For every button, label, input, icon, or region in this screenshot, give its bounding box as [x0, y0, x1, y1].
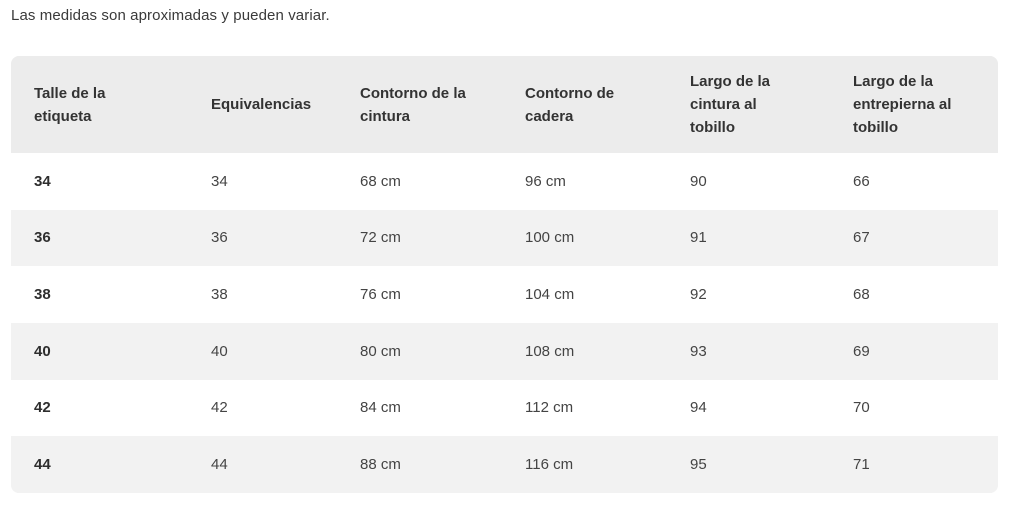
- cell-waist-to-ankle: 93: [690, 342, 707, 360]
- cell-hip: 96 cm: [525, 172, 566, 190]
- cell-equivalence: 36: [211, 229, 228, 247]
- cell-hip: 108 cm: [525, 342, 575, 360]
- cell-equivalence: 40: [211, 342, 228, 360]
- header-row: Talle de la etiqueta Equivalencias Conto…: [11, 56, 998, 153]
- header-waist-to-ankle: Largo de la cintura al tobillo: [690, 73, 771, 136]
- header-inseam-to-ankle: Largo de la entrepierna al tobillo: [853, 73, 952, 136]
- cell-size: 40: [34, 342, 51, 360]
- cell-size: 36: [34, 229, 51, 247]
- table-row: 42 42 84 cm 112 cm 94 70: [11, 379, 998, 437]
- cell-waist: 72 cm: [360, 229, 401, 247]
- table-row: 40 40 80 cm 108 cm 93 69: [11, 322, 998, 380]
- cell-waist-to-ankle: 91: [690, 229, 707, 247]
- header-waist: Contorno de la cintura: [360, 84, 466, 125]
- table-row: 38 38 76 cm 104 cm 92 68: [11, 266, 998, 323]
- cell-waist: 80 cm: [360, 342, 401, 360]
- cell-waist: 84 cm: [360, 399, 401, 417]
- cell-inseam-to-ankle: 67: [853, 229, 870, 247]
- cell-equivalence: 44: [211, 456, 228, 474]
- cell-inseam-to-ankle: 69: [853, 342, 870, 360]
- cell-hip: 116 cm: [525, 456, 574, 474]
- table-body: 34 34 68 cm 96 cm 90 66 36 36 72 cm 100 …: [11, 153, 998, 493]
- cell-waist: 88 cm: [360, 456, 401, 474]
- header-hip: Contorno de cadera: [525, 84, 615, 125]
- header-equivalences: Equivalencias: [211, 96, 312, 113]
- cell-size: 42: [34, 399, 51, 417]
- cell-inseam-to-ankle: 71: [853, 456, 870, 474]
- cell-hip: 100 cm: [525, 229, 575, 247]
- cell-hip: 104 cm: [525, 286, 575, 304]
- cell-waist-to-ankle: 90: [690, 172, 707, 190]
- table-row: 36 36 72 cm 100 cm 91 67: [11, 209, 998, 267]
- cell-waist: 68 cm: [360, 172, 401, 190]
- size-table-container: Talle de la etiqueta Equivalencias Conto…: [11, 56, 998, 493]
- header-label-size: Talle de la etiqueta: [34, 84, 106, 125]
- cell-waist: 76 cm: [360, 286, 401, 304]
- cell-waist-to-ankle: 94: [690, 399, 707, 417]
- cell-equivalence: 42: [211, 399, 228, 417]
- cell-size: 38: [34, 286, 51, 304]
- table-row: 44 44 88 cm 116 cm 95 71: [11, 436, 998, 493]
- table-header: Talle de la etiqueta Equivalencias Conto…: [11, 56, 998, 153]
- disclaimer-text: Las medidas son aproximadas y pueden var…: [11, 7, 330, 24]
- cell-size: 34: [34, 172, 51, 190]
- cell-inseam-to-ankle: 68: [853, 286, 870, 304]
- cell-hip: 112 cm: [525, 399, 574, 417]
- cell-size: 44: [34, 456, 51, 474]
- cell-equivalence: 34: [211, 172, 228, 190]
- cell-waist-to-ankle: 92: [690, 286, 707, 304]
- table-row: 34 34 68 cm 96 cm 90 66: [11, 153, 998, 210]
- cell-waist-to-ankle: 95: [690, 456, 707, 474]
- size-table: Talle de la etiqueta Equivalencias Conto…: [11, 56, 998, 493]
- cell-inseam-to-ankle: 70: [853, 399, 870, 417]
- cell-inseam-to-ankle: 66: [853, 172, 870, 190]
- cell-equivalence: 38: [211, 286, 228, 304]
